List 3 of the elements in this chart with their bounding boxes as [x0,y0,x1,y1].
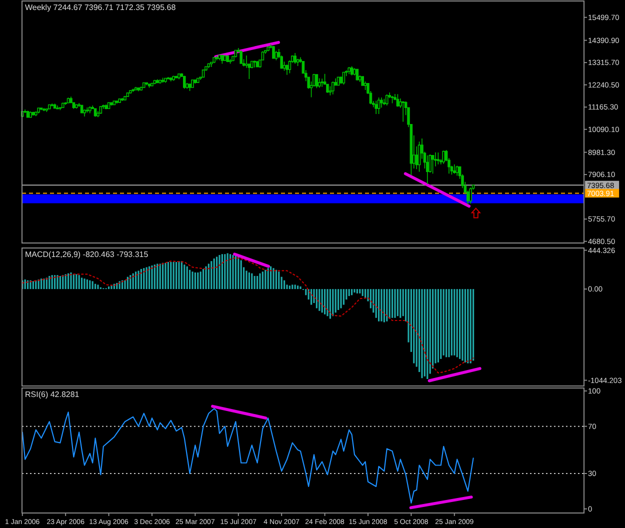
chart-title: RSI(6) 42.8281 [25,390,80,399]
chart-title: MACD(12,26,9) -820.463 -793.315 [25,250,149,259]
chart-title: Weekly 7244.67 7396.71 7172.35 7395.68 [25,3,176,12]
